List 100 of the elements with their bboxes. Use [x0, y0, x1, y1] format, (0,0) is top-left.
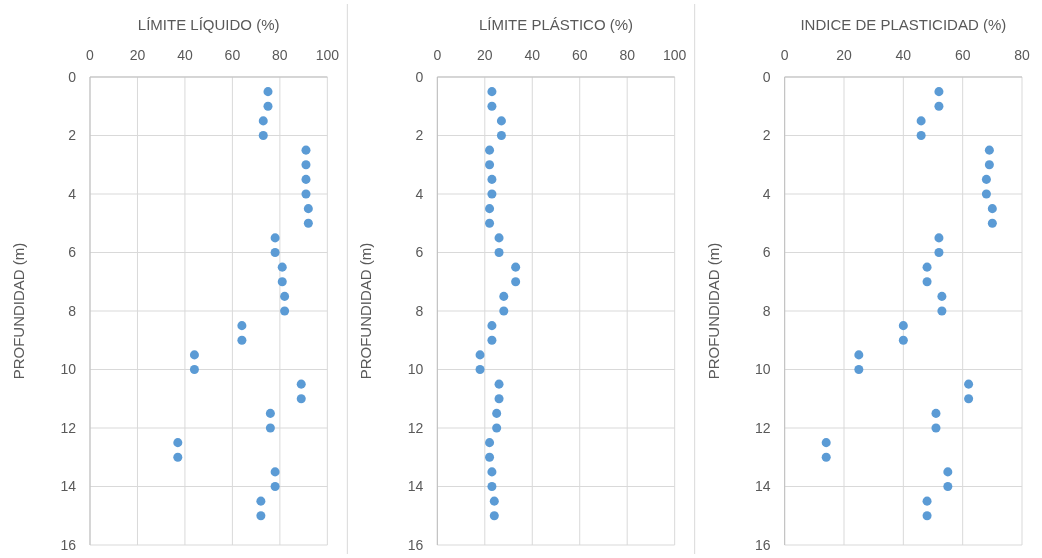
point — [475, 350, 485, 360]
point — [821, 452, 831, 462]
point — [937, 291, 947, 301]
point — [943, 467, 953, 477]
point — [898, 335, 908, 345]
x-tick-label: 40 — [524, 47, 541, 63]
point — [265, 423, 275, 433]
point — [487, 87, 497, 97]
point — [494, 247, 504, 258]
y-axis-title: PROFUNDIDAD (m) — [704, 242, 722, 380]
point — [922, 511, 932, 521]
point — [280, 306, 290, 316]
y-tick-label: 12 — [407, 419, 424, 436]
point — [934, 101, 944, 111]
point — [301, 160, 311, 170]
point — [485, 160, 495, 170]
point — [511, 262, 521, 272]
point — [934, 87, 944, 97]
point — [487, 101, 497, 111]
x-tick-label: 80 — [1014, 47, 1030, 63]
point — [934, 233, 944, 243]
point — [499, 291, 509, 301]
point — [964, 394, 974, 404]
y-tick-label: 6 — [762, 244, 771, 261]
point — [485, 145, 495, 155]
y-tick-label: 8 — [415, 302, 424, 319]
point — [189, 350, 199, 360]
y-axis-title: PROFUNDIDAD (m) — [357, 242, 375, 380]
x-axis-title: LÍMITE LÍQUIDO (%) — [137, 16, 280, 33]
point — [263, 87, 273, 97]
y-tick-label: 16 — [407, 536, 424, 553]
point — [485, 218, 495, 228]
y-tick-label: 10 — [60, 361, 77, 378]
point — [301, 189, 311, 199]
point — [922, 277, 932, 287]
y-tick-label: 12 — [755, 419, 771, 436]
point — [489, 511, 499, 521]
y-tick-label: 6 — [68, 244, 77, 261]
point — [916, 116, 926, 126]
point — [492, 423, 502, 433]
y-tick-label: 4 — [68, 185, 77, 202]
point — [265, 408, 275, 418]
point — [494, 233, 504, 243]
y-tick-label: 16 — [755, 536, 771, 553]
point — [237, 321, 247, 331]
point — [487, 174, 497, 184]
point — [296, 379, 306, 389]
y-tick-label: 10 — [755, 361, 771, 378]
point — [173, 438, 183, 448]
point — [898, 321, 908, 331]
point — [258, 116, 268, 126]
point — [931, 423, 941, 433]
x-tick-label: 20 — [129, 47, 146, 63]
point — [485, 204, 495, 214]
x-tick-label: 100 — [662, 47, 687, 63]
point — [487, 467, 497, 477]
y-tick-label: 16 — [60, 536, 77, 553]
point — [499, 306, 509, 316]
y-tick-label: 14 — [60, 478, 77, 495]
point — [475, 364, 485, 375]
point — [485, 452, 495, 462]
x-tick-label: 20 — [836, 47, 852, 63]
point — [987, 204, 997, 214]
y-tick-label: 2 — [415, 127, 424, 144]
point — [270, 233, 280, 243]
point — [256, 511, 266, 521]
point — [487, 335, 497, 345]
point — [922, 262, 932, 272]
point — [296, 394, 306, 404]
x-axis-title: LÍMITE PLÁSTICO (%) — [478, 16, 634, 33]
point — [987, 218, 997, 228]
point — [922, 496, 932, 506]
y-tick-label: 0 — [68, 68, 77, 85]
y-tick-label: 14 — [755, 478, 771, 495]
point — [984, 145, 994, 155]
point — [270, 467, 280, 477]
point — [492, 408, 502, 418]
point — [487, 189, 497, 199]
y-tick-label: 2 — [68, 127, 77, 144]
point — [937, 306, 947, 316]
y-tick-label: 14 — [407, 478, 424, 495]
y-axis-title: PROFUNDIDAD (m) — [10, 242, 27, 380]
point — [487, 481, 497, 492]
y-tick-label: 8 — [762, 302, 771, 319]
y-tick-label: 0 — [762, 68, 771, 85]
point — [263, 101, 273, 111]
y-tick-label: 10 — [407, 361, 424, 378]
x-tick-label: 0 — [780, 47, 789, 63]
point — [916, 130, 926, 141]
point — [496, 130, 506, 141]
y-tick-label: 8 — [68, 302, 77, 319]
point — [280, 291, 290, 301]
y-tick-label: 4 — [762, 185, 771, 202]
x-tick-label: 80 — [619, 47, 636, 63]
point — [301, 145, 311, 155]
x-tick-label: 60 — [954, 47, 971, 63]
point — [173, 452, 183, 462]
point — [821, 438, 831, 448]
x-tick-label: 0 — [86, 47, 95, 63]
point — [511, 277, 521, 287]
